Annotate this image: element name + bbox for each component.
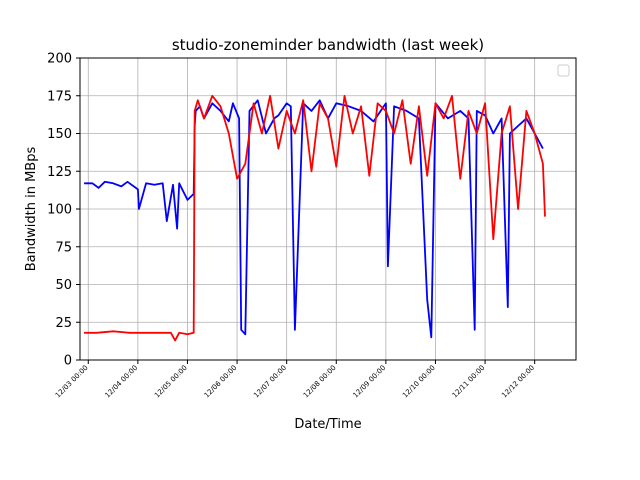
- y-tick-label: 175: [47, 89, 72, 104]
- series-lines: [84, 94, 546, 342]
- y-tick-label: 0: [64, 354, 72, 369]
- grid-lines: [80, 57, 576, 361]
- y-axis-label: Bandwidth in MBps: [24, 147, 39, 272]
- y-tick-label: 75: [55, 240, 72, 255]
- x-axis-label: Date/Time: [294, 417, 361, 432]
- y-tick-label: 25: [55, 316, 72, 331]
- y-tick-label: 100: [47, 203, 72, 218]
- y-tick-label: 50: [55, 278, 72, 293]
- y-axis: 0 25 50 75 100 125 150 175 200: [47, 52, 80, 369]
- chart-title: studio-zoneminder bandwidth (last week): [172, 36, 484, 54]
- legend-box: [557, 64, 570, 77]
- y-tick-label: 200: [47, 52, 72, 67]
- y-tick-label: 125: [47, 165, 72, 180]
- series-line-2: [84, 94, 546, 342]
- y-tick-label: 150: [47, 127, 72, 142]
